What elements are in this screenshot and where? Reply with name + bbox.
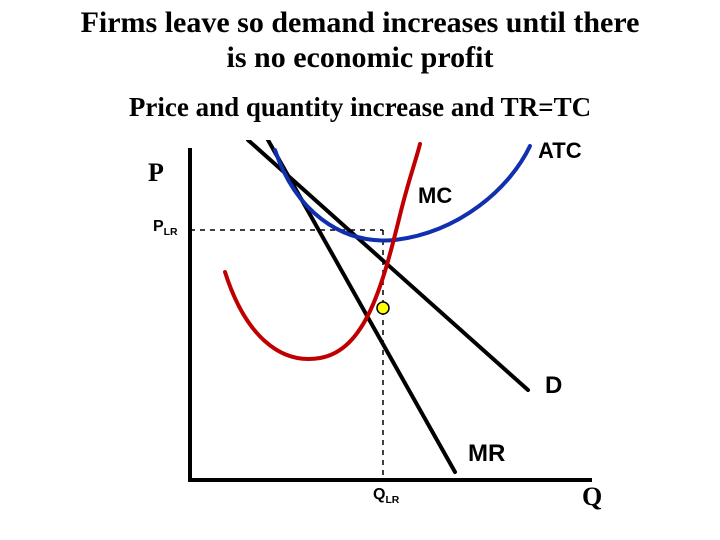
- atc-label: ATC: [538, 138, 582, 164]
- page: Firms leave so demand increases until th…: [0, 0, 720, 540]
- q-lr-label: QLR: [373, 486, 399, 506]
- x-axis-label: Q: [582, 482, 602, 512]
- title-line-1: Firms leave so demand increases until th…: [81, 6, 640, 39]
- q-lr-sub: LR: [385, 495, 399, 506]
- economics-chart: P Q PLR QLR MC ATC D MR: [120, 140, 630, 520]
- mr-label: MR: [468, 440, 505, 468]
- p-lr-main: P: [153, 218, 164, 235]
- mc-curve: [225, 144, 420, 359]
- chart-svg: [120, 140, 630, 520]
- page-title: Firms leave so demand increases until th…: [0, 6, 720, 75]
- equilibrium-point: [377, 302, 389, 314]
- p-lr-sub: LR: [164, 227, 178, 238]
- y-axis-label: P: [148, 158, 164, 188]
- page-subtitle: Price and quantity increase and TR=TC: [0, 92, 720, 123]
- mc-label: MC: [418, 183, 452, 209]
- atc-curve: [275, 146, 530, 240]
- q-lr-main: Q: [373, 486, 385, 503]
- d-label: D: [545, 372, 562, 400]
- title-line-2: is no economic profit: [227, 41, 494, 74]
- p-lr-label: PLR: [153, 218, 178, 238]
